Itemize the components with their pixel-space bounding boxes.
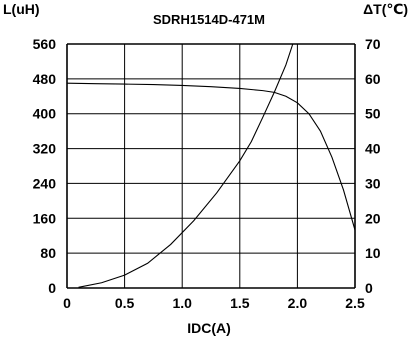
y-right-tick-label: 50 — [365, 106, 381, 122]
y-right-tick-label: 0 — [365, 280, 373, 296]
x-tick-label: 0.5 — [115, 295, 135, 311]
y-left-tick-label: 560 — [33, 36, 57, 52]
y-right-tick-label: 10 — [365, 245, 381, 261]
y-left-tick-label: 160 — [33, 210, 57, 226]
x-tick-label: 2.0 — [288, 295, 308, 311]
y-left-tick-label: 240 — [33, 175, 57, 191]
y-left-tick-label: 480 — [33, 71, 57, 87]
y-left-tick-label: 400 — [33, 106, 57, 122]
y-right-tick-label: 40 — [365, 141, 381, 157]
y-right-axis-label: ΔT(℃) — [363, 1, 408, 17]
x-tick-label: 0 — [63, 295, 71, 311]
y-left-axis-label: L(uH) — [3, 1, 40, 17]
chart-title: SDRH1514D-471M — [153, 12, 265, 27]
series-group — [66, 43, 356, 288]
x-tick-label: 2.5 — [345, 295, 365, 311]
x-tick-label: 1.5 — [230, 295, 250, 311]
y-right-tick-label: 20 — [365, 210, 381, 226]
y-left-tick-label: 0 — [48, 280, 56, 296]
x-axis-label: IDC(A) — [187, 320, 231, 336]
series-line-left — [66, 82, 356, 231]
y-right-tick-label: 70 — [365, 36, 381, 52]
grid — [66, 43, 356, 289]
y-right-tick-label: 30 — [365, 175, 381, 191]
x-tick-label: 1.0 — [172, 295, 192, 311]
y-right-tick-label: 60 — [365, 71, 381, 87]
tick-labels: 0 0.5 1.0 1.5 2.0 2.5080160240320400480560010… — [33, 36, 381, 311]
series-line-right — [78, 43, 294, 288]
y-left-tick-label: 80 — [40, 245, 56, 261]
y-left-tick-label: 320 — [33, 141, 57, 157]
